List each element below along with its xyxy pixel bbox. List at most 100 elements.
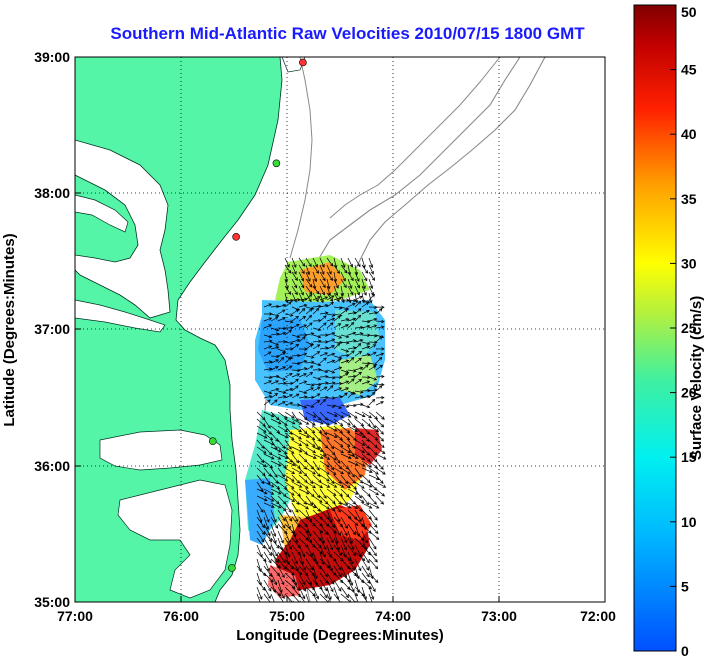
velocity-arrow <box>319 411 328 421</box>
velocity-arrow <box>361 502 373 509</box>
velocity-arrow <box>305 495 314 506</box>
velocity-arrow <box>347 530 353 545</box>
colorbar-tick-label: 40 <box>681 126 697 142</box>
velocity-arrow <box>270 359 280 364</box>
velocity-arrow <box>368 257 374 269</box>
velocity-arrow <box>312 467 321 478</box>
velocity-arrow <box>347 302 356 308</box>
chesapeake-bay <box>75 139 171 319</box>
velocity-arrow <box>270 387 280 392</box>
velocity-arrow <box>312 502 321 512</box>
velocity-arrow <box>340 404 350 408</box>
velocity-arrow <box>333 323 342 329</box>
velocity-arrow <box>326 385 334 392</box>
velocity-arrow <box>298 278 305 289</box>
colorbar-gradient <box>633 4 677 652</box>
velocity-arrow <box>368 537 377 550</box>
velocity-arrow <box>333 358 342 364</box>
colorbar-tick-label: 0 <box>681 643 689 659</box>
velocity-arrow <box>347 298 357 303</box>
velocity-arrow <box>326 488 337 497</box>
velocity-arrow <box>368 558 379 570</box>
velocity-arrow <box>333 334 343 339</box>
velocity-arrow <box>270 432 279 442</box>
velocity-arrow <box>326 418 338 425</box>
velocity-arrow <box>347 579 355 593</box>
velocity-arrow <box>270 551 280 564</box>
velocity-arrow <box>263 334 273 339</box>
velocity-arrow <box>368 334 378 338</box>
velocity-arrow <box>326 425 338 432</box>
velocity-arrow <box>333 509 341 523</box>
velocity-arrow <box>284 544 291 558</box>
velocity-arrow <box>333 474 342 484</box>
velocity-arrow <box>319 579 328 592</box>
velocity-arrow <box>340 369 350 374</box>
velocity-arrow <box>319 453 331 460</box>
velocity-arrow <box>354 325 364 330</box>
velocity-arrow <box>326 376 336 380</box>
velocity-arrow <box>298 380 308 385</box>
x-tick-label: 74:00 <box>375 608 411 624</box>
velocity-arrow <box>361 309 370 315</box>
velocity-arrow <box>319 333 329 337</box>
velocity-arrow <box>319 296 329 301</box>
velocity-arrow <box>368 579 376 593</box>
velocity-arrow <box>326 359 336 364</box>
velocity-arrow <box>277 516 286 529</box>
velocity-arrow <box>347 453 359 460</box>
velocity-arrow <box>333 460 343 470</box>
velocity-arrow <box>277 425 288 433</box>
velocity-arrow <box>270 374 280 379</box>
velocity-arrow <box>361 264 369 274</box>
velocity-arrow <box>354 366 364 371</box>
velocity-arrow <box>312 593 318 602</box>
colorbar-tick-label: 45 <box>681 62 697 78</box>
velocity-arrow <box>361 488 371 497</box>
velocity-arrow <box>312 453 324 460</box>
velocity-arrow <box>368 460 378 469</box>
velocity-arrow <box>375 488 386 497</box>
velocity-arrow <box>312 362 322 367</box>
velocity-arrow <box>312 351 321 357</box>
velocity-arrow <box>291 264 297 275</box>
velocity-arrow <box>333 481 345 488</box>
velocity-arrow <box>291 579 300 592</box>
velocity-arrow <box>312 285 320 295</box>
velocity-arrow <box>340 439 351 447</box>
velocity-arrow <box>375 411 385 420</box>
velocity-arrow <box>368 432 379 441</box>
velocity-arrow <box>340 278 347 289</box>
velocity-arrow <box>319 523 328 536</box>
velocity-arrow <box>305 257 312 268</box>
velocity-arrow <box>375 460 384 470</box>
velocity-arrow <box>312 339 322 343</box>
velocity-arrow <box>340 558 351 570</box>
velocity-arrow <box>354 295 363 301</box>
velocity-arrow <box>270 425 281 434</box>
velocity-arrow <box>354 544 362 558</box>
velocity-arrow <box>326 586 332 601</box>
velocity-arrow <box>375 336 383 343</box>
velocity-arrow <box>333 544 343 557</box>
velocity-arrow <box>284 432 295 440</box>
velocity-arrow <box>263 453 275 460</box>
velocity-arrow <box>263 390 273 395</box>
velocity-arrow <box>326 257 334 267</box>
velocity-arrow <box>333 418 344 427</box>
velocity-arrow <box>368 271 376 281</box>
velocity-arrow <box>270 380 280 385</box>
velocity-arrow <box>347 403 357 408</box>
velocity-arrow <box>354 314 362 322</box>
velocity-arrow <box>347 356 355 364</box>
velocity-arrow <box>354 509 362 523</box>
velocity-arrow <box>291 393 300 399</box>
velocity-arrow <box>312 271 318 283</box>
velocity-arrow <box>361 432 370 442</box>
velocity-arrow <box>333 425 343 434</box>
velocity-arrow <box>326 530 334 544</box>
velocity-arrow <box>340 523 348 537</box>
velocity-arrow <box>340 516 348 529</box>
velocity-arrow <box>256 530 265 543</box>
